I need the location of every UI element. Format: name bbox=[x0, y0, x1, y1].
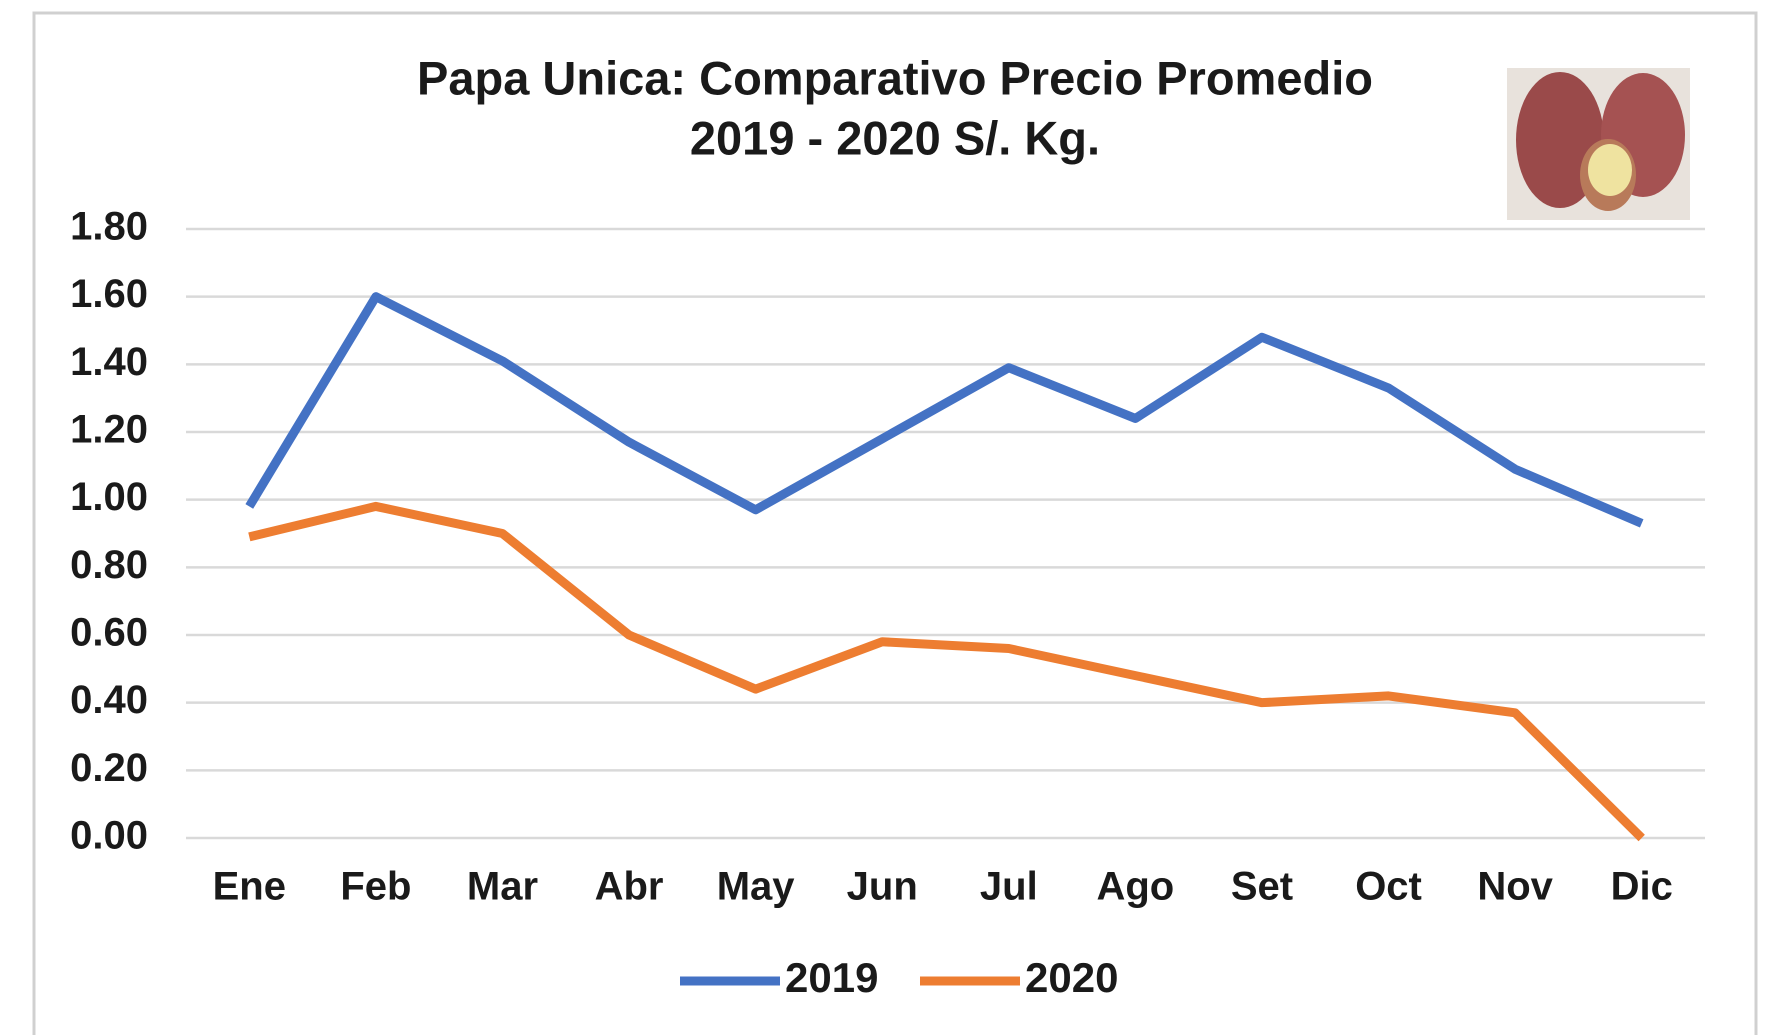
y-tick-label: 1.00 bbox=[70, 475, 148, 519]
series-line bbox=[248, 501, 1645, 842]
chart-title: Papa Unica: Comparativo Precio Promedio bbox=[417, 51, 1373, 104]
x-tick-label: Jul bbox=[980, 865, 1038, 909]
potato-image bbox=[1507, 68, 1690, 220]
y-tick-label: 1.80 bbox=[70, 205, 148, 249]
y-tick-label: 0.00 bbox=[70, 814, 148, 858]
x-tick-label: Abr bbox=[595, 865, 664, 909]
y-tick-label: 1.40 bbox=[70, 340, 148, 384]
legend-label: 2019 bbox=[785, 954, 878, 1001]
x-tick-label: Feb bbox=[340, 865, 411, 909]
y-tick-label: 1.60 bbox=[70, 272, 148, 316]
x-tick-label: May bbox=[717, 865, 796, 909]
y-tick-label: 0.60 bbox=[70, 611, 148, 655]
y-tick-label: 0.40 bbox=[70, 678, 148, 722]
x-tick-label: Set bbox=[1231, 865, 1293, 909]
x-tick-label: Nov bbox=[1477, 865, 1553, 909]
legend-label: 2020 bbox=[1025, 954, 1118, 1001]
y-tick-label: 0.80 bbox=[70, 543, 148, 587]
chart-title: 2019 - 2020 S/. Kg. bbox=[690, 111, 1100, 164]
y-tick-label: 0.20 bbox=[70, 746, 148, 790]
x-tick-label: Ago bbox=[1096, 865, 1174, 909]
x-tick-label: Oct bbox=[1355, 865, 1422, 909]
x-tick-label: Ene bbox=[213, 865, 286, 909]
y-tick-label: 1.20 bbox=[70, 408, 148, 452]
series-line bbox=[245, 292, 1644, 528]
x-tick-label: Jun bbox=[847, 865, 918, 909]
x-tick-label: Dic bbox=[1611, 865, 1673, 909]
x-tick-label: Mar bbox=[467, 865, 538, 909]
